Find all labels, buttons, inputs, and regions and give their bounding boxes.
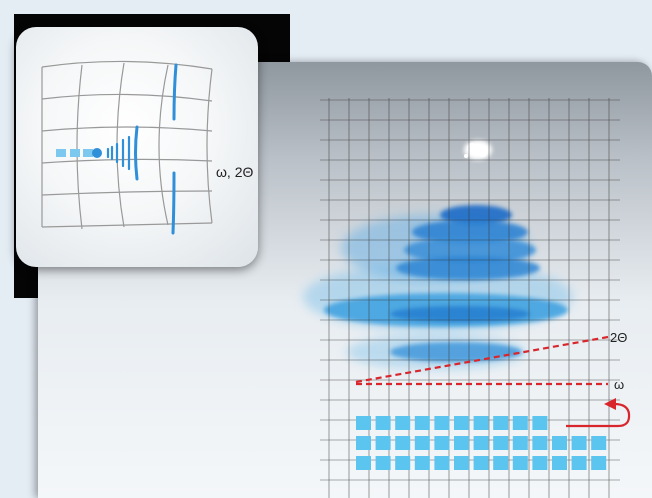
detector-pixel <box>473 456 489 470</box>
detector-pixel <box>395 456 411 470</box>
detector-pixel <box>571 456 587 470</box>
detector-pixel <box>395 416 411 430</box>
curved-grid <box>41 60 213 230</box>
detector-pixel <box>532 456 548 470</box>
detector-pixel <box>395 436 411 450</box>
detector-pixel <box>434 436 450 450</box>
detector-pixel <box>434 456 450 470</box>
detector-pixel <box>512 456 528 470</box>
detector-pixel <box>552 436 567 450</box>
detector-pixel <box>532 436 548 450</box>
detector-pixel <box>356 436 371 450</box>
detector-pixel <box>571 436 587 450</box>
detector-pixel <box>532 416 548 430</box>
detector-pixel <box>434 416 450 430</box>
detector-pixel <box>414 456 430 470</box>
detector-pixel <box>375 416 391 430</box>
detector-pixel <box>473 436 489 450</box>
two-theta-label: 2Θ <box>610 330 628 345</box>
detector-pixel <box>552 456 567 470</box>
detector-pixel <box>493 416 509 430</box>
detector-grid <box>320 98 620 498</box>
detector-pixel <box>454 456 469 470</box>
beam-lines <box>355 335 609 386</box>
detector-pixel <box>454 436 469 450</box>
detector-pixel <box>512 416 528 430</box>
detector-pixel <box>473 416 489 430</box>
inset-beam-dots <box>56 148 102 158</box>
detector-pixel <box>356 456 371 470</box>
inset-diagram: ω, 2Θ <box>16 27 258 267</box>
detector-pixel <box>493 456 509 470</box>
detector-pixel <box>512 436 528 450</box>
detector-pixel <box>493 436 509 450</box>
detector-pixel <box>414 436 430 450</box>
inset-omega-two-theta-label: ω, 2Θ <box>216 164 254 180</box>
inset-grid-figure <box>41 60 213 235</box>
detector-pixel <box>591 456 607 470</box>
detector-pixel <box>356 416 371 430</box>
omega-label: ω <box>614 377 625 392</box>
curved-arrow-icon <box>566 398 631 428</box>
detector-pixel <box>591 436 607 450</box>
inset-diffraction-arcs <box>106 63 178 235</box>
detector-pixel <box>414 416 430 430</box>
detector-pixel <box>454 416 469 430</box>
detector-pixel-array <box>356 416 607 470</box>
diffraction-figure <box>303 98 631 498</box>
diffraction-pattern <box>303 140 573 370</box>
detector-pixel <box>375 456 391 470</box>
detector-pixel <box>375 436 391 450</box>
